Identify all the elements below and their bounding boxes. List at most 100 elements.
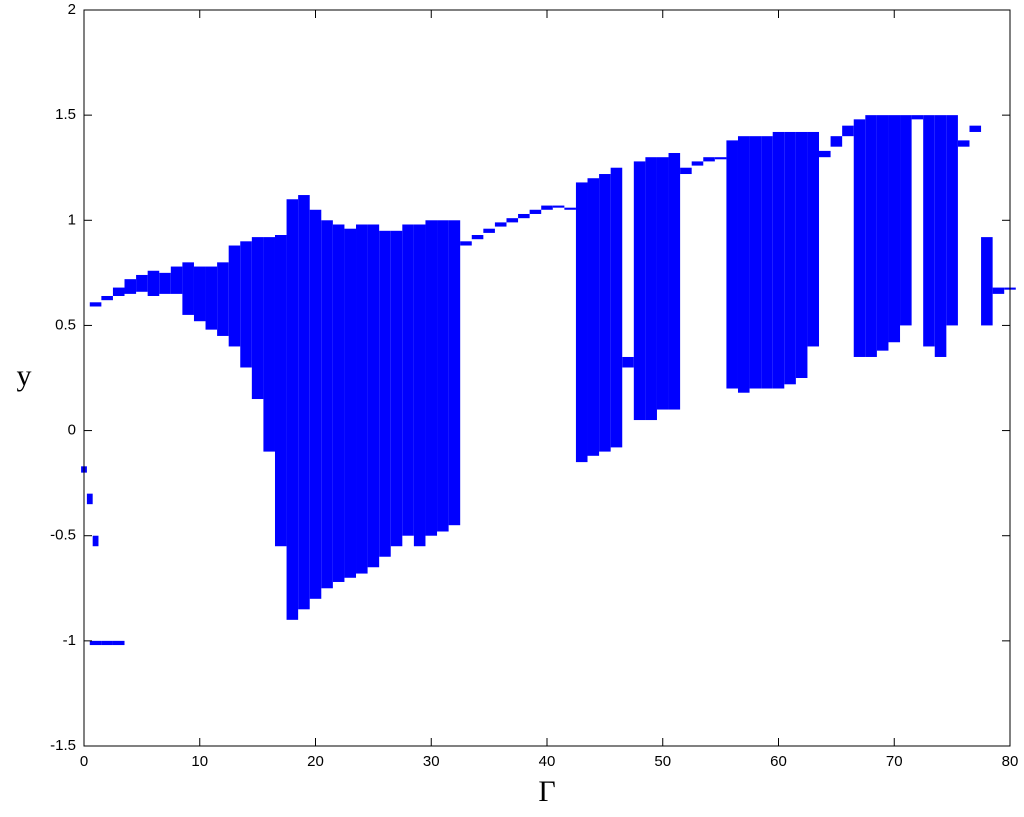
plot-marks	[81, 115, 1016, 646]
data-band	[92, 535, 99, 547]
data-band	[656, 157, 669, 410]
data-band	[159, 272, 171, 294]
data-band	[946, 115, 958, 326]
data-band	[900, 115, 912, 326]
data-band	[263, 237, 275, 452]
data-band	[437, 220, 449, 532]
y-tick-label: -1.5	[50, 737, 76, 754]
data-band	[575, 182, 588, 463]
y-tick-label: -0.5	[50, 527, 76, 544]
data-band	[286, 199, 299, 620]
data-band	[217, 262, 229, 336]
data-band	[321, 220, 333, 589]
y-tick-label: 2	[68, 1, 76, 18]
data-band	[668, 152, 681, 410]
data-band	[633, 161, 646, 421]
y-tick-label: 1.5	[55, 106, 76, 123]
data-band	[830, 136, 843, 147]
data-band	[379, 230, 391, 557]
data-band	[691, 161, 704, 166]
data-band	[819, 150, 831, 158]
data-band	[251, 237, 264, 400]
data-band	[332, 224, 345, 582]
data-band	[795, 131, 808, 378]
data-band	[552, 205, 565, 208]
data-band	[726, 140, 738, 389]
data-band	[147, 270, 160, 296]
data-band	[865, 115, 877, 357]
data-band	[274, 235, 287, 547]
data-band	[518, 213, 530, 219]
data-band	[89, 302, 102, 307]
data-band	[402, 224, 414, 536]
data-band	[714, 157, 727, 160]
data-band	[136, 274, 148, 292]
x-tick-label: 20	[307, 753, 324, 770]
data-band	[703, 157, 715, 162]
data-band	[772, 131, 785, 389]
data-band	[112, 287, 125, 296]
data-band	[367, 224, 380, 568]
data-band	[957, 140, 970, 147]
data-band	[622, 356, 634, 368]
data-band	[761, 136, 773, 389]
data-band	[645, 157, 657, 421]
x-axis-label: Γ	[538, 775, 555, 808]
y-axis-label: y	[17, 359, 32, 392]
data-band	[124, 279, 137, 294]
data-band	[460, 241, 472, 246]
data-band	[992, 287, 1005, 294]
data-band	[564, 207, 576, 210]
data-band	[205, 266, 218, 330]
x-tick-label: 70	[886, 753, 903, 770]
data-band	[413, 224, 426, 547]
data-band	[101, 295, 113, 301]
data-band	[344, 228, 357, 578]
data-band	[599, 174, 611, 452]
data-band	[483, 228, 495, 233]
data-band	[240, 241, 252, 368]
data-band	[193, 266, 206, 322]
data-band	[888, 115, 901, 343]
data-band	[911, 115, 924, 120]
x-tick-label: 80	[1002, 753, 1019, 770]
y-tick-label: 0.5	[55, 316, 76, 333]
data-band	[86, 493, 93, 505]
data-band	[506, 218, 519, 223]
data-band	[842, 125, 854, 137]
data-band	[228, 245, 241, 347]
y-tick-label: -1	[63, 632, 76, 649]
data-band	[749, 136, 762, 389]
y-tick-label: 1	[68, 211, 76, 228]
data-band	[448, 220, 461, 526]
data-band	[934, 115, 947, 357]
data-band	[89, 640, 102, 646]
data-band	[471, 235, 484, 240]
data-band	[425, 220, 438, 536]
data-band	[112, 640, 125, 646]
data-band	[529, 209, 542, 214]
data-band	[610, 167, 623, 448]
data-band	[969, 125, 982, 132]
data-band	[494, 222, 507, 227]
data-band	[981, 237, 993, 326]
data-band	[356, 224, 368, 574]
x-tick-label: 50	[654, 753, 671, 770]
x-tick-label: 60	[770, 753, 787, 770]
x-tick-label: 40	[539, 753, 556, 770]
data-band	[182, 262, 194, 315]
x-tick-label: 0	[80, 753, 88, 770]
data-band	[876, 115, 889, 351]
data-band	[298, 195, 310, 610]
data-band	[309, 209, 322, 599]
data-band	[807, 131, 820, 347]
data-band	[853, 119, 866, 357]
data-band	[587, 178, 600, 456]
y-tick-label: 0	[68, 422, 76, 439]
x-tick-label: 10	[191, 753, 208, 770]
data-band	[737, 136, 750, 393]
data-band	[541, 205, 553, 210]
data-band	[784, 131, 796, 385]
data-band	[923, 115, 935, 347]
